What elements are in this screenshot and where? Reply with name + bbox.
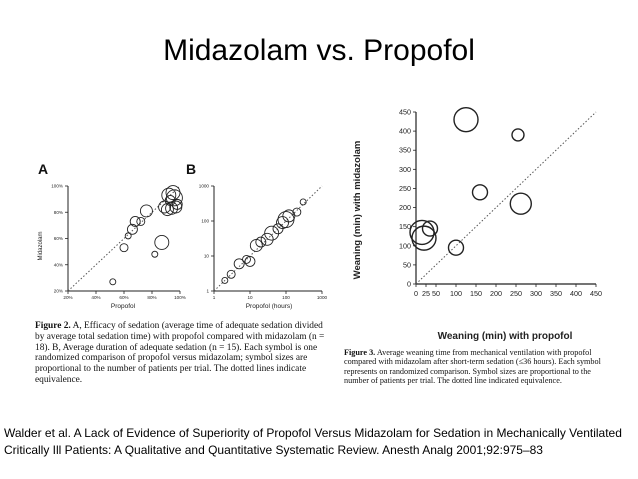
y-tick-label: 100 <box>399 241 411 250</box>
x-tick-label: 100% <box>174 295 186 300</box>
y-tick-label: 350 <box>399 146 411 155</box>
x-tick-label: 1000 <box>317 295 328 300</box>
panel-label-b: B <box>186 161 196 177</box>
y-tick-label: 1000 <box>199 184 210 189</box>
y-tick-label: 400 <box>399 127 411 136</box>
figure-2-caption: Figure 2. A, Efficacy of sedation (avera… <box>35 321 330 386</box>
data-point <box>165 201 179 215</box>
x-tick-label: 60% <box>119 295 128 300</box>
x-tick-label: 250 <box>510 289 522 298</box>
data-point <box>299 198 307 206</box>
data-point <box>109 278 117 286</box>
y-axis-label-a: Midazolam <box>38 231 44 260</box>
figure-3-label: Figure 3. <box>344 348 376 357</box>
data-point <box>264 225 280 241</box>
data-point <box>471 184 489 201</box>
figure-2-text: A, Efficacy of sedation (average time of… <box>35 321 325 385</box>
figure-2-label: Figure 2. <box>35 321 71 331</box>
scatter-chart-b: B Propofol (hours) 1 10 100 1000 1 10 100 1000 <box>186 161 328 310</box>
y-tick-label: 60% <box>54 236 63 241</box>
y-tick-label: 1 <box>206 289 209 294</box>
data-point <box>154 234 170 250</box>
x-tick-label: 100 <box>450 289 462 298</box>
data-point <box>151 250 159 258</box>
equivalence-line <box>67 185 181 292</box>
x-tick-label: 400 <box>570 289 582 298</box>
x-tick-label: 25 <box>422 289 430 298</box>
data-point <box>421 220 439 237</box>
data-point <box>447 239 465 256</box>
scatter-chart-a: A Midazolam Propofol 20% 40% 60% 80% 100% 20%… <box>38 161 186 310</box>
y-tick-label: 100% <box>51 184 63 189</box>
x-tick-label: 10 <box>247 295 253 300</box>
y-tick-label: 80% <box>54 210 63 215</box>
data-point <box>453 106 479 133</box>
data-point <box>292 207 302 217</box>
data-point <box>161 187 177 203</box>
data-point <box>255 236 267 248</box>
data-point <box>233 258 245 270</box>
x-tick-label: 20% <box>63 295 72 300</box>
x-axis-label-weaning: Weaning (min) with propofol <box>438 331 573 342</box>
x-axis-label-a: Propofol <box>111 303 136 310</box>
data-point <box>411 225 437 251</box>
x-tick-label: 1 <box>213 295 216 300</box>
y-tick-label: 150 <box>399 222 411 231</box>
data-point <box>165 189 183 207</box>
y-tick-label: 300 <box>399 165 411 174</box>
equivalence-line <box>415 111 597 285</box>
x-tick-label: 0 <box>414 289 418 298</box>
figure-3-caption: Figure 3. Average weaning time from mech… <box>344 348 608 386</box>
slide-title: Midazolam vs. Propofol <box>163 34 475 67</box>
data-point <box>124 232 132 240</box>
y-axis-label-weaning: Weaning (min) with midazolam <box>352 141 363 280</box>
y-tick-label: 10 <box>204 254 210 259</box>
citation: Walder et al. A Lack of Evidence of Supe… <box>4 426 622 457</box>
data-point <box>277 211 295 229</box>
x-tick-label: 200 <box>490 289 502 298</box>
y-tick-label: 250 <box>399 184 411 193</box>
data-point <box>242 254 251 264</box>
data-point <box>136 216 146 226</box>
data-point <box>126 223 138 235</box>
scatter-chart-weaning: Weaning (min) with midazolam Weaning (mi… <box>352 106 602 342</box>
panel-label-a: A <box>38 161 48 177</box>
x-tick-label: 40% <box>91 295 100 300</box>
data-point <box>171 198 183 210</box>
y-tick-label: 50 <box>403 260 411 269</box>
y-tick-label: 40% <box>54 262 63 267</box>
x-tick-label: 100 <box>282 295 290 300</box>
data-point <box>511 128 525 142</box>
data-point <box>119 243 129 253</box>
data-point <box>221 277 229 284</box>
data-point <box>226 269 236 279</box>
equivalence-line <box>213 185 323 292</box>
data-point <box>139 204 153 218</box>
x-tick-label: 50 <box>432 289 440 298</box>
x-tick-label: 80% <box>147 295 156 300</box>
data-point <box>260 232 274 246</box>
figure-3-text: Average weaning time from mechanical ven… <box>344 348 601 386</box>
x-tick-label: 150 <box>470 289 482 298</box>
x-tick-label: 300 <box>530 289 542 298</box>
y-tick-label: 100 <box>201 219 209 224</box>
y-tick-label: 450 <box>399 108 411 117</box>
data-point <box>129 215 141 227</box>
x-axis-label-b: Propofol (hours) <box>246 303 293 310</box>
x-tick-label: 350 <box>550 289 562 298</box>
y-tick-label: 200 <box>399 203 411 212</box>
data-point <box>509 192 533 215</box>
y-tick-label: 0 <box>407 280 411 289</box>
x-tick-label: 450 <box>590 289 602 298</box>
y-tick-label: 20% <box>54 289 63 294</box>
data-point <box>244 255 256 267</box>
data-point <box>169 200 183 214</box>
